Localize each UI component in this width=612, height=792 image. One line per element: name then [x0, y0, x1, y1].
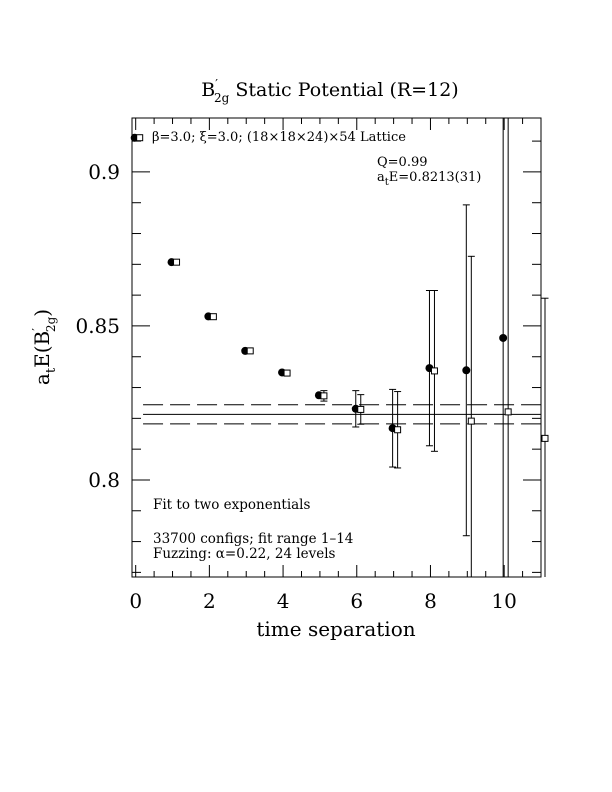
circle-point — [462, 366, 471, 375]
x-tick-label: 10 — [491, 589, 516, 613]
plot-frame — [131, 117, 542, 578]
square-point — [541, 434, 549, 442]
y-tick-label: 0.8 — [88, 468, 120, 492]
square-point — [357, 405, 365, 413]
fuzzing-annotation: Fuzzing: α=0.22, 24 levels — [153, 546, 336, 562]
x-tick-label: 4 — [277, 589, 290, 613]
square-point — [209, 313, 217, 321]
square-point — [246, 347, 254, 355]
square-point — [430, 367, 438, 375]
square-point — [283, 369, 291, 377]
lattice-annotation: β=3.0; ξ=3.0; (18×18×24)×54 Lattice — [152, 130, 406, 145]
x-tick-label: 8 — [424, 589, 437, 613]
square-point — [173, 258, 181, 266]
y-tick-label: 0.9 — [88, 160, 120, 184]
x-tick-label: 6 — [350, 589, 363, 613]
fit-type-annotation: Fit to two exponentials — [153, 497, 311, 513]
configs-annotation: 33700 configs; fit range 1–14 — [153, 531, 353, 547]
square-point — [504, 408, 512, 416]
fit-result-annotation: atE=0.8213(31) — [377, 170, 481, 188]
data-points — [130, 118, 549, 577]
chart-title: B′ 2g Static Potential (R=12) — [201, 77, 458, 105]
x-axis-label: time separation — [256, 617, 415, 641]
x-tick-label: 2 — [203, 589, 216, 613]
y-tick-label: 0.85 — [75, 314, 120, 338]
square-point — [136, 134, 144, 142]
circle-point — [499, 333, 508, 342]
axis-ticks: 0 2 4 6 8 10 0.8 0.85 0.9 — [75, 118, 542, 613]
fit-band — [143, 404, 541, 425]
x-tick-label: 0 — [129, 589, 142, 613]
square-point — [394, 426, 402, 434]
square-point — [320, 392, 328, 400]
square-point — [467, 417, 475, 425]
y-axis-label: atE(B′2g) — [30, 309, 59, 385]
q-annotation: Q=0.99 — [377, 155, 428, 170]
